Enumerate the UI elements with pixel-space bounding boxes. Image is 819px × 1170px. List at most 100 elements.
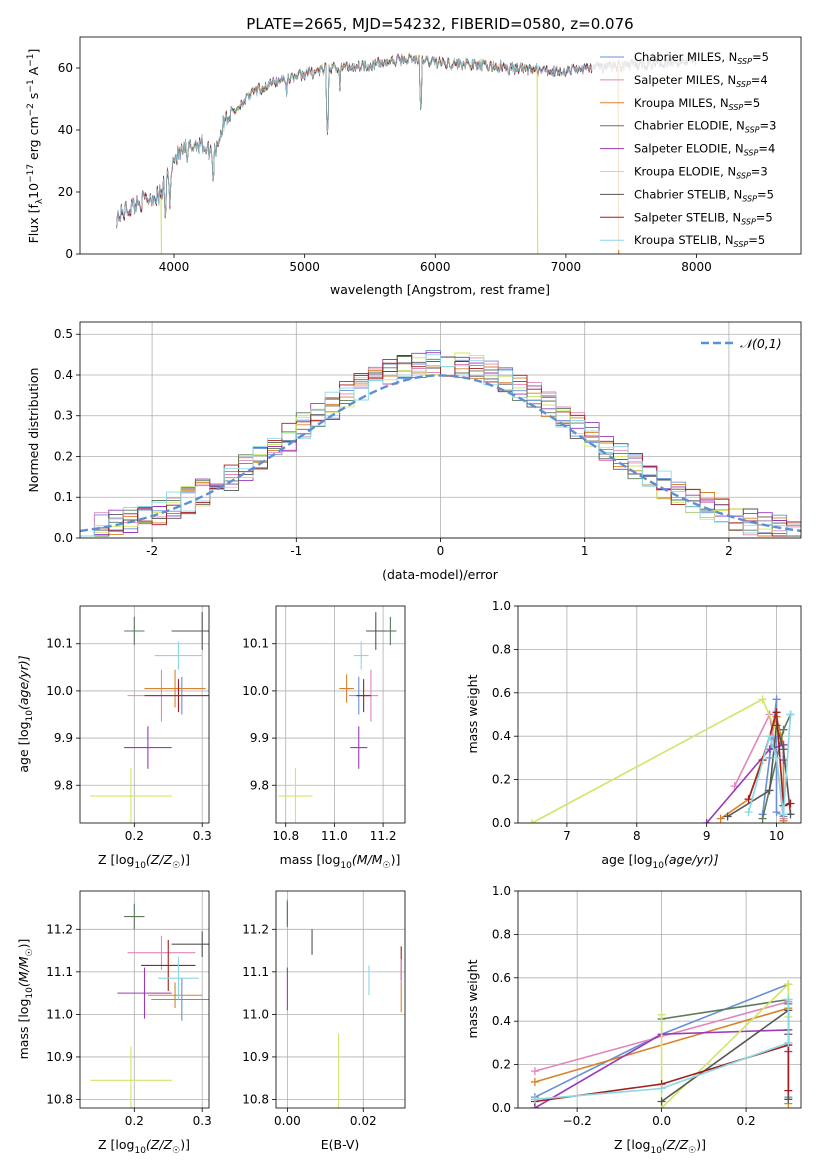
sun-symbol: ☉ — [383, 861, 391, 871]
label-part: 10 — [653, 861, 665, 871]
spectrum-dropout — [160, 195, 163, 254]
label-part: =4 — [758, 142, 775, 156]
weight-marker — [784, 1095, 793, 1104]
y-tick-label: 10.0 — [46, 684, 73, 698]
x-tick-label: 7 — [563, 829, 571, 843]
weight-marker — [765, 732, 774, 741]
weight-marker — [784, 1086, 793, 1095]
legend-entry: 𝒩(0,1) — [740, 336, 782, 351]
weight-marker — [786, 710, 795, 719]
label-part: =3 — [760, 119, 777, 133]
legend-entry: Kroupa STELIB, NSSP=5 — [634, 233, 765, 249]
x-axis-label: age [log10(age/yr)] — [601, 852, 718, 871]
label-part: age [log — [16, 721, 31, 772]
weight-marker — [772, 708, 781, 717]
weight-marker — [786, 810, 795, 819]
spectrum-axes: 4000 5000 6000 7000 8000 0 20 40 60 wavelength [A… — [26, 36, 802, 297]
label-part: SSP — [745, 126, 760, 135]
weight-marker — [779, 810, 788, 819]
y-axis-label: Normed distribution — [26, 368, 41, 493]
label-part: Salpeter ELODIE, N — [634, 142, 744, 156]
y-tick-label: 11.1 — [46, 965, 73, 979]
ticks: 4000 5000 6000 7000 8000 0 20 40 60 — [58, 61, 712, 274]
weight-marker — [765, 786, 774, 795]
legend-entry: Kroupa MILES, NSSP=5 — [634, 96, 760, 112]
x-tick-label: 6000 — [420, 260, 451, 274]
label-part: erg cm — [26, 116, 41, 164]
label-part: )] — [391, 852, 401, 867]
label-part: =5 — [752, 50, 769, 64]
label-part: )] — [180, 852, 190, 867]
y-tick-label: 1.0 — [492, 884, 511, 898]
x-axis-label: E(B-V) — [321, 1137, 360, 1152]
ticks: 7 8 9 10 0.0 0.2 0.4 0.6 0.8 1.0 — [492, 599, 784, 843]
y-tick-label: 0.8 — [492, 642, 511, 656]
legend-entry: Salpeter MILES, NSSP=4 — [634, 73, 768, 89]
y-axis-label: Flux [fλ10−17 erg cm−2 s−1 A−1] — [26, 49, 45, 244]
figure-title: PLATE=2665, MJD=54232, FIBERID=0580, z=0… — [246, 15, 633, 33]
y-tick-label: 10.8 — [46, 1092, 73, 1106]
weight-marker — [744, 808, 753, 817]
weight-marker — [784, 1038, 793, 1047]
axes-frame — [79, 605, 210, 824]
label-part: −17 — [26, 164, 36, 183]
y-tick-label: 0.2 — [54, 449, 73, 463]
x-tick-label: 7000 — [551, 260, 582, 274]
mass-weight-vs-z-axes: −0.2 0.0 0.2 0.0 0.2 0.4 0.6 0.8 1.0 Z [log10(Z/Z… — [465, 884, 802, 1156]
x-tick-label: 0.2 — [737, 1114, 756, 1128]
y-tick-label: 20 — [58, 185, 73, 199]
y-tick-label: 0.5 — [54, 327, 73, 341]
legend-entry: Salpeter STELIB, NSSP=5 — [634, 210, 773, 226]
label-part: (Z/Z — [146, 1137, 173, 1152]
x-axis-label: Z [log10(Z/Z☉)] — [614, 1137, 706, 1156]
x-tick-label: 10 — [769, 829, 784, 843]
plot-area — [527, 695, 795, 823]
y-axis-label: age [log10(age/yr)] — [16, 655, 35, 772]
weight-marker — [530, 1067, 539, 1076]
ticks: 0.00 0.02 10.8 10.9 11.0 11.1 11.2 — [242, 922, 376, 1128]
y-tick-label: 11.2 — [46, 922, 73, 936]
y-tick-label: 10.1 — [46, 637, 73, 651]
axes-frame — [517, 605, 802, 824]
x-tick-label: 10.8 — [272, 829, 299, 843]
weight-series-8 — [534, 999, 790, 1101]
weight-marker — [765, 745, 774, 754]
x-tick-label: 0.3 — [193, 1114, 212, 1128]
legend-box — [592, 46, 795, 250]
weight-marker — [530, 1095, 539, 1104]
sun-symbol: ☉ — [172, 861, 180, 871]
sun-symbol: ☉ — [25, 948, 35, 956]
plot-area — [278, 612, 397, 823]
x-axis-label: mass [log10(M/M☉)] — [280, 852, 401, 871]
label-part: =5 — [756, 210, 773, 224]
plot-area — [286, 899, 402, 1108]
y-axis-label: mass [log10(M/M☉)] — [16, 939, 35, 1060]
label-part: SSP — [741, 217, 756, 226]
x-tick-label: 2 — [725, 544, 733, 558]
weight-marker — [758, 695, 767, 704]
weight-marker — [779, 745, 788, 754]
label-part: =5 — [743, 96, 760, 110]
x-tick-label: 11.2 — [370, 829, 397, 843]
x-tick-label: 0.0 — [652, 1114, 671, 1128]
x-axis-label: Z [log10(Z/Z☉)] — [98, 852, 190, 871]
label-part: (age/yr)] — [664, 852, 719, 867]
y-tick-label: 11.0 — [242, 1007, 269, 1021]
label-part: (Z/Z — [146, 852, 173, 867]
label-part: ] — [26, 49, 41, 54]
mass-vs-z-axes: 0.2 0.310.810.911.011.111.2Z [log10(Z/Z☉)… — [16, 890, 212, 1156]
weight-marker — [786, 799, 795, 808]
x-tick-label: 1 — [581, 544, 589, 558]
age-vs-mass-axes: 10.8 11.0 11.2 9.8 9.9 10.0 10.1 mass [log10(M/… — [242, 605, 406, 871]
y-tick-label: 0.0 — [492, 816, 511, 830]
x-tick-label: 0.2 — [125, 1114, 144, 1128]
legend-entry: Chabrier STELIB, NSSP=5 — [634, 187, 774, 203]
plot-area — [90, 612, 209, 823]
plot-area — [90, 903, 209, 1108]
label-part: SSP — [742, 194, 757, 203]
label-part: =5 — [748, 233, 765, 247]
label-part: (M/M — [16, 956, 31, 987]
